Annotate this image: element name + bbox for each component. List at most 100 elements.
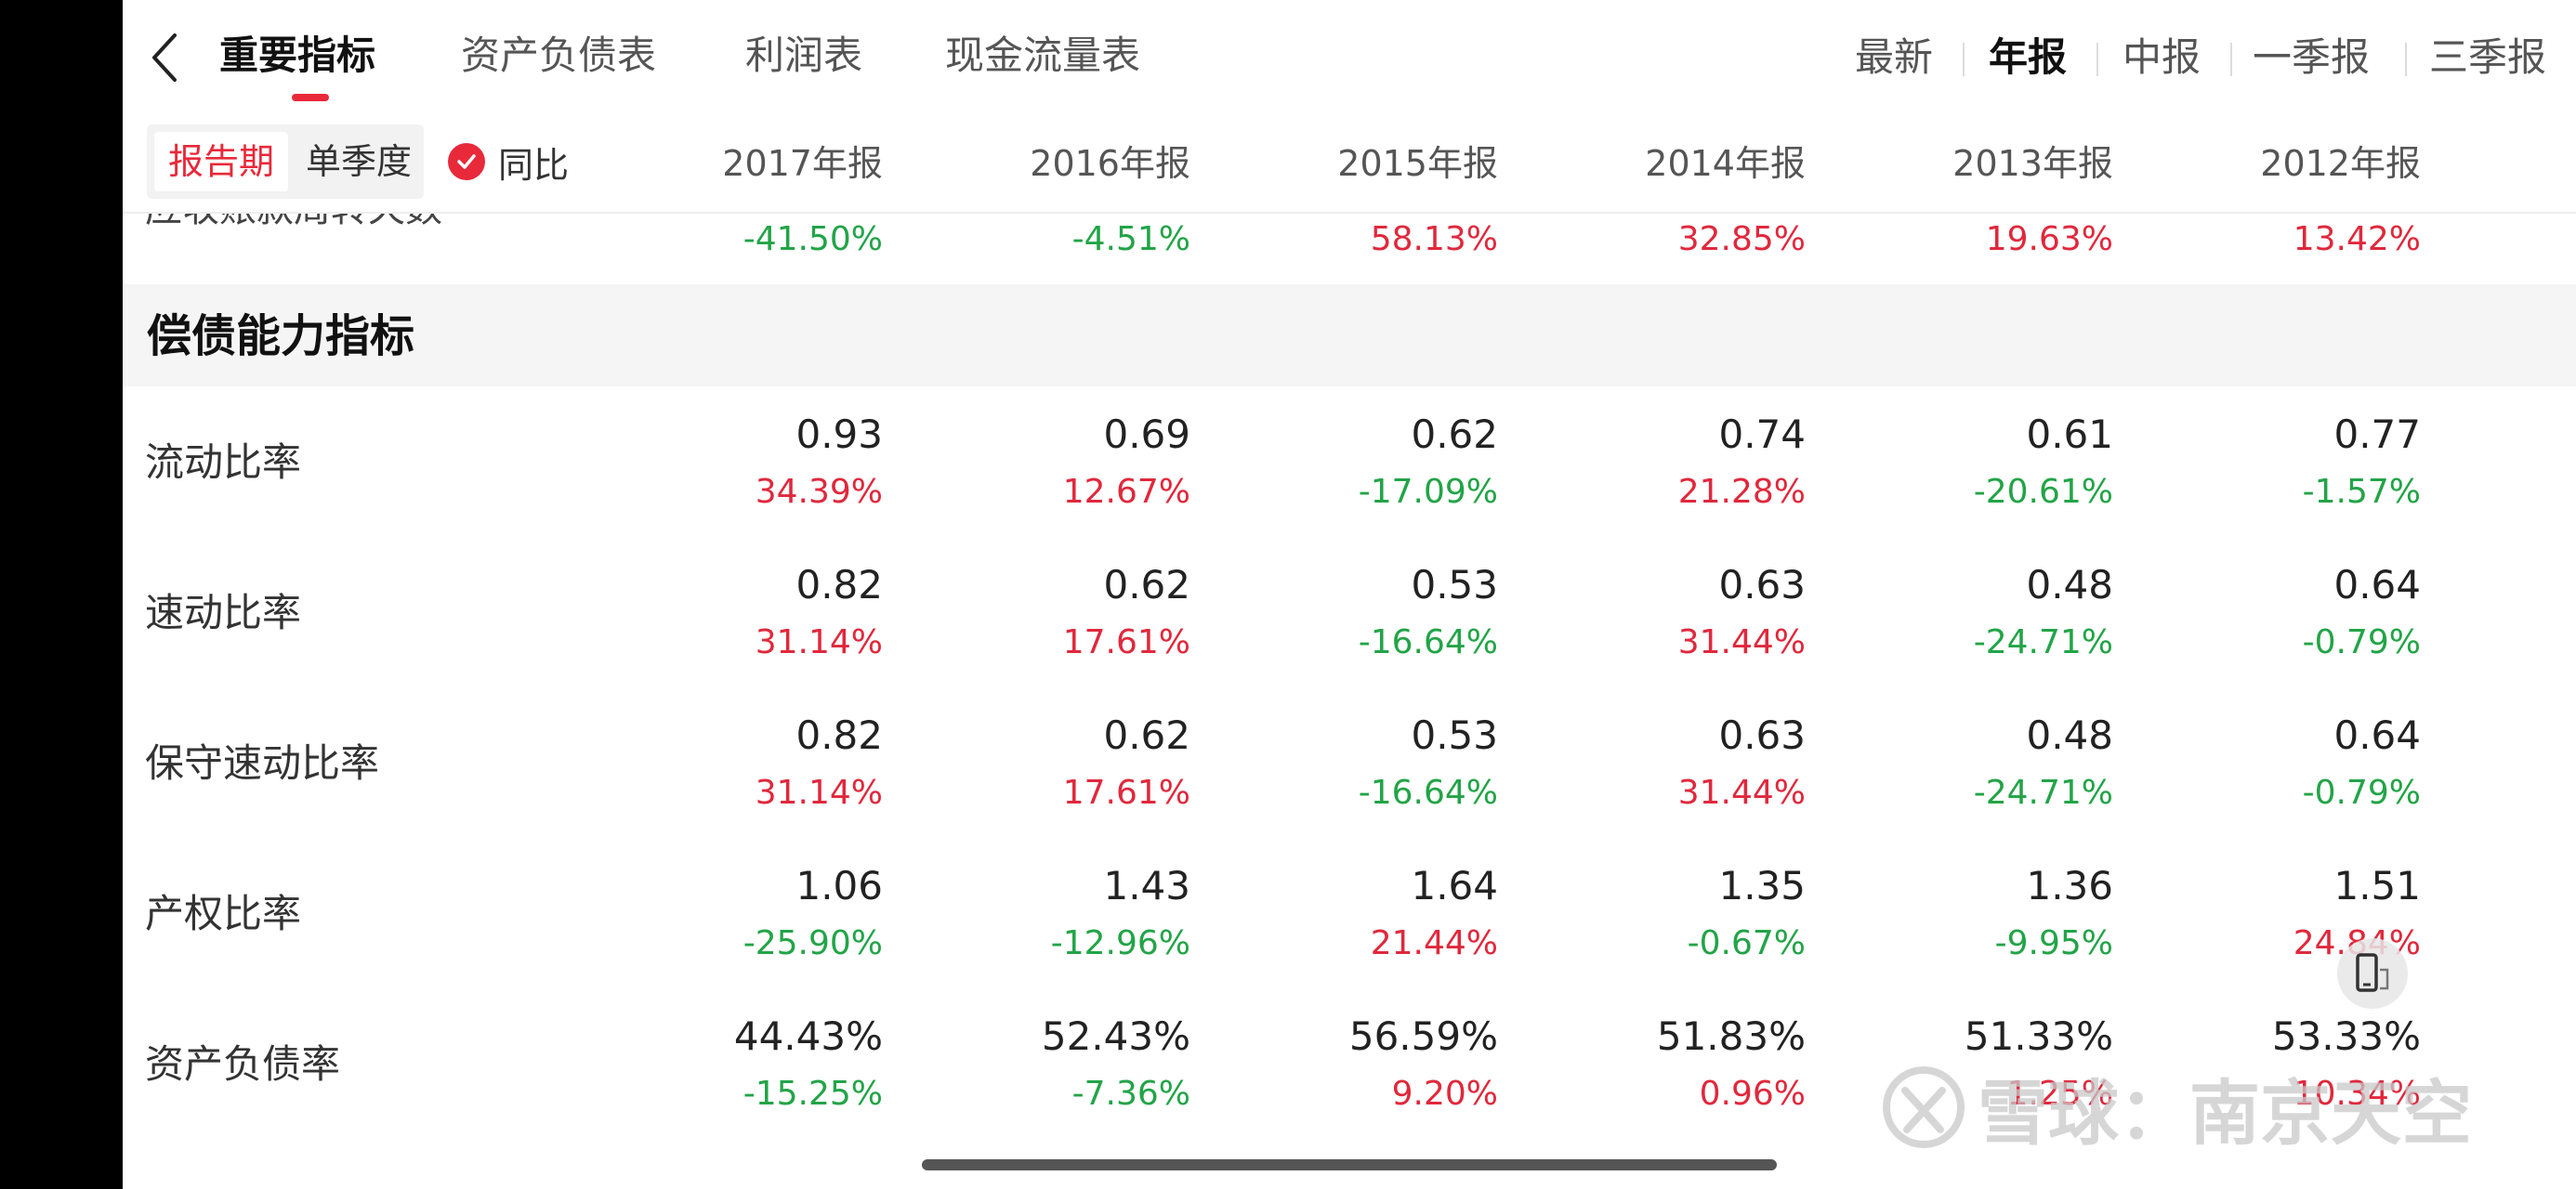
yoy-value: 17.61% bbox=[1062, 623, 1190, 661]
watermark-text: 雪球：南京天空 bbox=[1978, 1072, 2472, 1155]
yoy-value: 31.44% bbox=[1677, 623, 1806, 661]
yoy-value: 32.85% bbox=[1677, 220, 1806, 258]
tab-balance-sheet[interactable]: 资产负债表 bbox=[461, 33, 657, 78]
active-tab-indicator bbox=[292, 94, 329, 101]
metric-value: 0.48 bbox=[2026, 562, 2113, 608]
tab-cash-flow[interactable]: 现金流量表 bbox=[945, 33, 1141, 78]
yoy-value: 10.34% bbox=[2293, 1075, 2421, 1113]
yoy-value: 21.44% bbox=[1370, 924, 1498, 962]
row-label-quick-ratio: 速动比率 bbox=[145, 590, 302, 635]
yoy-value: -4.51% bbox=[1071, 220, 1190, 258]
metric-value: 0.69 bbox=[1103, 412, 1190, 457]
yoy-value: 21.28% bbox=[1677, 473, 1806, 511]
yoy-value: -16.64% bbox=[1358, 774, 1498, 812]
watermark: 雪球：南京天空 bbox=[1879, 1061, 2472, 1155]
segment-single-quarter[interactable]: 单季度 bbox=[305, 141, 412, 182]
period-annual[interactable]: 年报 bbox=[1989, 34, 2068, 80]
yoy-value: -41.50% bbox=[743, 220, 883, 258]
yoy-value: 31.14% bbox=[755, 623, 883, 661]
metric-value: 52.43% bbox=[1041, 1013, 1190, 1059]
yoy-value: -1.57% bbox=[2302, 473, 2421, 511]
back-button[interactable] bbox=[139, 28, 191, 87]
row-label-debt-to-asset-ratio: 资产负债率 bbox=[145, 1041, 341, 1087]
yoy-value: 19.63% bbox=[1985, 220, 2113, 258]
metric-value: 0.62 bbox=[1103, 712, 1190, 758]
metric-value: 56.59% bbox=[1348, 1013, 1498, 1059]
divider bbox=[2405, 43, 2407, 76]
snowball-logo-icon bbox=[1883, 1066, 1965, 1148]
metric-value: 0.53 bbox=[1411, 562, 1498, 608]
yoy-value: 0.96% bbox=[1699, 1075, 1806, 1113]
metric-value: 0.48 bbox=[2026, 712, 2113, 758]
period-q3[interactable]: 三季报 bbox=[2429, 34, 2547, 80]
metric-value: 0.82 bbox=[795, 562, 883, 608]
yoy-value: -20.61% bbox=[1973, 473, 2113, 511]
yoy-value: -24.71% bbox=[1973, 774, 2113, 812]
yoy-value: -0.67% bbox=[1687, 924, 1806, 962]
metric-value: 51.83% bbox=[1656, 1013, 1806, 1059]
app-screen: 重要指标 资产负债表 利润表 现金流量表 最新 年报 中报 一季报 三季报 应收… bbox=[123, 0, 2576, 1189]
yoy-label: 同比 bbox=[498, 144, 570, 186]
column-header-2015: 2015年报 bbox=[1337, 143, 1498, 184]
section-title: 偿债能力指标 bbox=[147, 310, 415, 362]
column-header-2014: 2014年报 bbox=[1645, 143, 1806, 184]
yoy-value: 1.25% bbox=[2006, 1075, 2113, 1113]
metric-value: 0.63 bbox=[1718, 712, 1806, 758]
metric-value: 0.64 bbox=[2333, 712, 2421, 758]
rotate-screen-button[interactable] bbox=[2337, 938, 2408, 1009]
yoy-value: 12.67% bbox=[1062, 473, 1190, 511]
yoy-value: -0.79% bbox=[2302, 774, 2421, 812]
yoy-value: -16.64% bbox=[1358, 623, 1498, 661]
period-q1[interactable]: 一季报 bbox=[2253, 34, 2371, 80]
yoy-value: 31.44% bbox=[1677, 774, 1806, 812]
metric-value: 0.62 bbox=[1411, 412, 1498, 457]
metric-value: 1.35 bbox=[1718, 863, 1806, 908]
yoy-value: -24.71% bbox=[1973, 623, 2113, 661]
metric-value: 0.77 bbox=[2333, 412, 2421, 457]
yoy-value: -25.90% bbox=[743, 924, 883, 962]
metric-value: 0.53 bbox=[1411, 712, 1498, 758]
section-solvency: 偿债能力指标 bbox=[123, 284, 2576, 386]
yoy-value: -15.25% bbox=[743, 1075, 883, 1113]
tab-key-indicators[interactable]: 重要指标 bbox=[219, 33, 376, 78]
metric-value: 0.82 bbox=[795, 712, 883, 758]
metric-value: 1.43 bbox=[1103, 863, 1190, 908]
yoy-value: 34.39% bbox=[755, 473, 883, 511]
yoy-value: -17.09% bbox=[1358, 473, 1498, 511]
check-icon bbox=[448, 143, 485, 180]
metric-value: 53.33% bbox=[2271, 1013, 2421, 1059]
yoy-value: -12.96% bbox=[1050, 924, 1190, 962]
tab-income-statement[interactable]: 利润表 bbox=[745, 33, 863, 78]
phone-rotate-icon bbox=[2356, 953, 2389, 992]
yoy-value: 58.13% bbox=[1370, 220, 1498, 258]
period-interim[interactable]: 中报 bbox=[2123, 34, 2201, 80]
divider bbox=[2096, 43, 2098, 76]
column-header-bar: 报告期 单季度 同比 2017年报 2016年报 2015年报 2014年报 2… bbox=[123, 113, 2576, 214]
yoy-value: 13.42% bbox=[2293, 220, 2421, 258]
row-label-conservative-quick-ratio: 保守速动比率 bbox=[145, 740, 380, 786]
yoy-value: 9.20% bbox=[1391, 1075, 1498, 1113]
period-latest[interactable]: 最新 bbox=[1855, 34, 1934, 80]
metric-value: 0.74 bbox=[1718, 412, 1806, 457]
segment-report-period[interactable]: 报告期 bbox=[154, 132, 288, 191]
column-header-2012: 2012年报 bbox=[2260, 143, 2421, 184]
yoy-value: -9.95% bbox=[1994, 924, 2113, 962]
yoy-value: -7.36% bbox=[1071, 1075, 1190, 1113]
divider bbox=[2230, 43, 2232, 76]
yoy-toggle[interactable]: 同比 bbox=[448, 134, 569, 189]
yoy-value: 31.14% bbox=[755, 774, 883, 812]
period-type-segment: 报告期 单季度 bbox=[147, 124, 424, 199]
row-label-equity-ratio: 产权比率 bbox=[145, 891, 302, 936]
metric-value: 44.43% bbox=[733, 1013, 883, 1059]
metric-value: 0.63 bbox=[1718, 562, 1806, 608]
metric-value: 0.61 bbox=[2026, 412, 2113, 457]
row-label-current-ratio: 流动比率 bbox=[145, 439, 302, 485]
metric-value: 1.51 bbox=[2333, 863, 2421, 908]
metric-value: 1.06 bbox=[795, 863, 883, 908]
column-header-2016: 2016年报 bbox=[1030, 143, 1190, 184]
yoy-value: -0.79% bbox=[2302, 623, 2421, 661]
home-indicator[interactable] bbox=[922, 1159, 1777, 1170]
metric-value: 1.36 bbox=[2026, 863, 2113, 908]
chevron-left-icon bbox=[152, 33, 177, 82]
divider bbox=[1963, 43, 1965, 76]
